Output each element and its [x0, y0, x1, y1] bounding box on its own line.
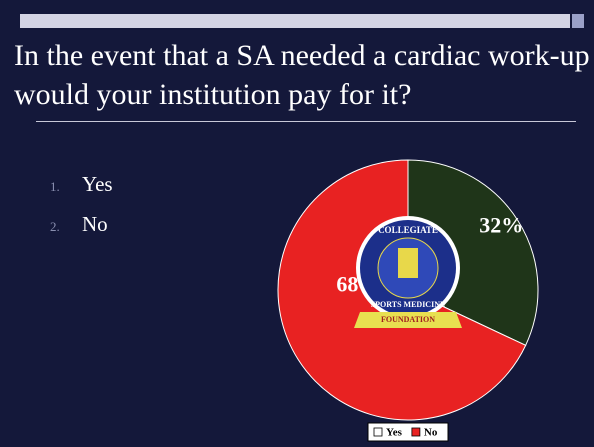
logo-top: COLLEGIATE [378, 225, 438, 235]
legend: Yes No [367, 422, 449, 442]
legend-label: Yes [386, 427, 403, 439]
legend-swatch [411, 427, 421, 437]
title-rule [36, 121, 576, 122]
legend-swatch [373, 427, 383, 437]
logo-ribbon [354, 312, 462, 328]
legend-label: No [424, 427, 438, 439]
list-text: No [82, 212, 108, 236]
list-number: 1. [50, 179, 60, 194]
slide-title: In the event that a SA needed a cardiac … [14, 39, 590, 111]
logo-column [398, 248, 418, 278]
top-bar [20, 14, 570, 28]
logo: COLLEGIATE SPORTS MEDICINE FOUNDATION [354, 216, 462, 328]
list-text: Yes [82, 172, 113, 196]
logo-bottom: SPORTS MEDICINE [371, 300, 446, 309]
logo-ribbon-text: FOUNDATION [381, 315, 435, 324]
list-item: 2. No [50, 212, 108, 237]
list-number: 2. [50, 219, 60, 234]
list-item: 1. Yes [50, 172, 113, 197]
top-square [572, 14, 584, 28]
data-label: 32% [479, 212, 523, 237]
legend-box [367, 422, 449, 442]
